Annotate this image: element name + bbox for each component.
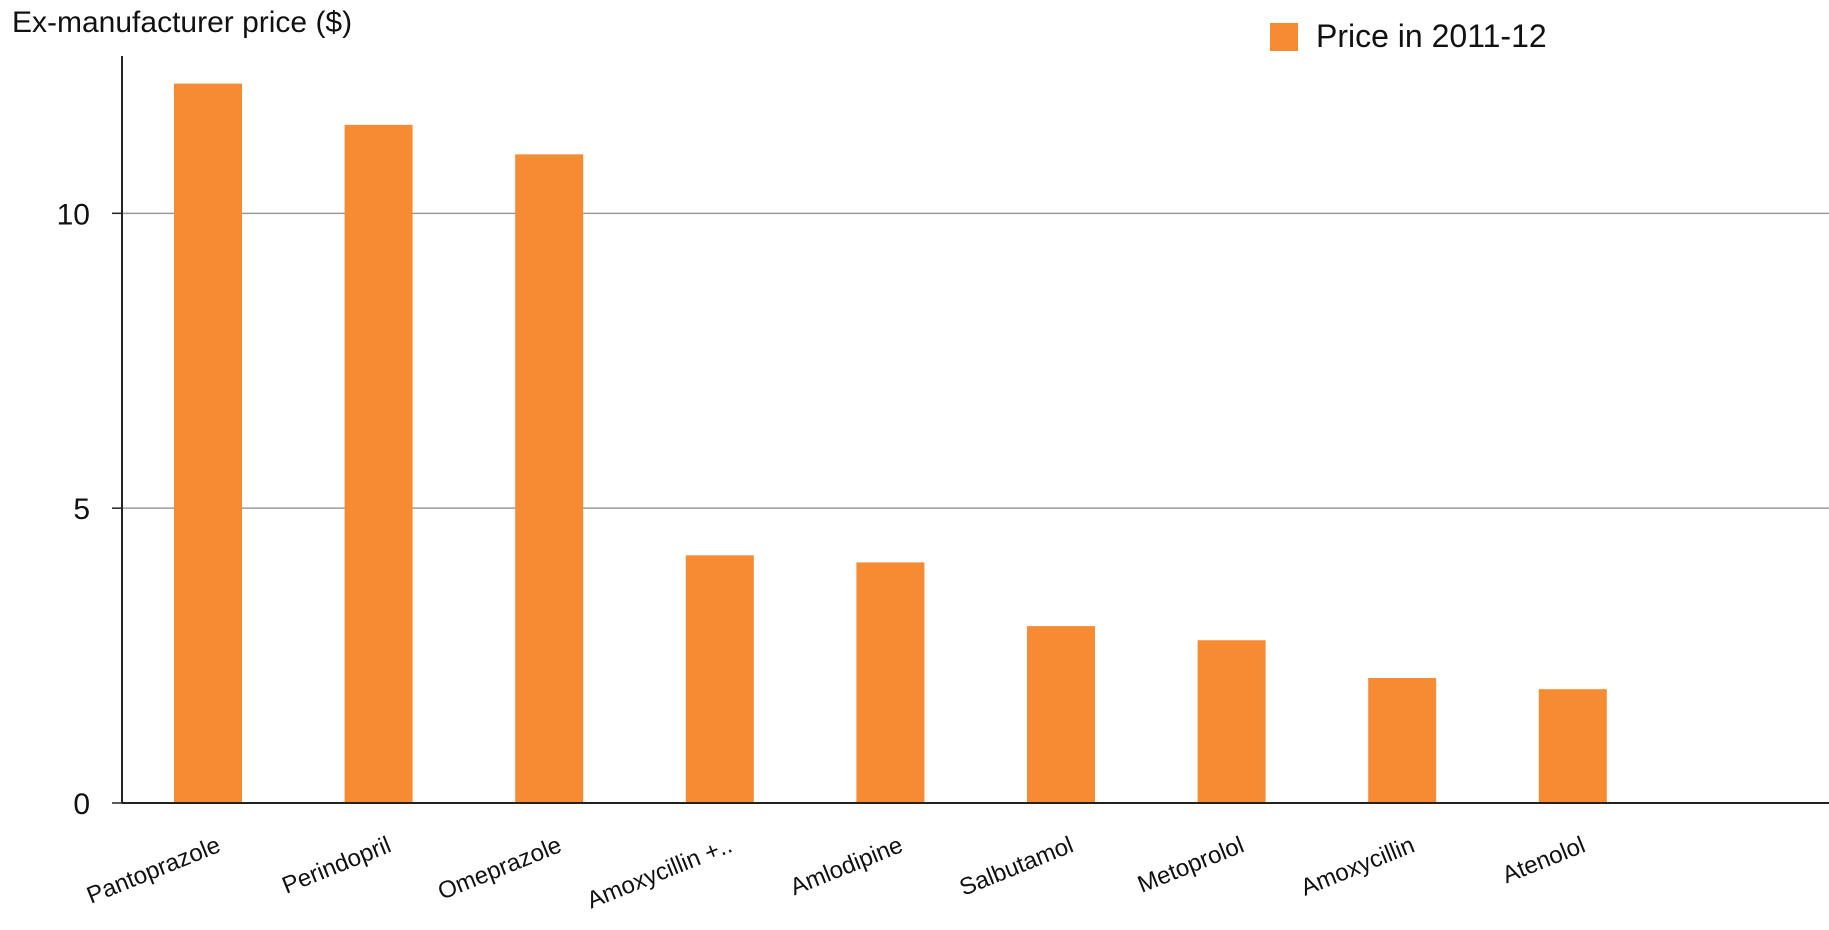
x-tick-label: Omeprazole [434, 832, 565, 906]
x-tick-label: Salbutamol [956, 832, 1077, 902]
legend-swatch [1270, 22, 1298, 51]
x-tick-label: Amoxycillin [1297, 832, 1418, 902]
y-tick-label: 5 [73, 493, 90, 526]
legend-label: Price in 2011-12 [1316, 18, 1547, 54]
bar [174, 83, 242, 804]
bar [1368, 677, 1437, 803]
x-tick-label: Atenolol [1499, 832, 1590, 890]
x-tick-label: Pantoprazole [83, 832, 224, 910]
legend: Price in 2011-12 [1270, 18, 1547, 55]
bar [1538, 689, 1607, 803]
bar [1027, 626, 1095, 803]
x-tick-label: Perindopril [278, 832, 394, 900]
bar [344, 124, 413, 803]
y-tick-label: 10 [57, 198, 90, 231]
bar [1197, 640, 1266, 803]
x-tick-label: Amoxycillin +.. [583, 832, 736, 915]
y-tick-label: 0 [73, 788, 90, 821]
y-axis-title: Ex-manufacturer price ($) [12, 6, 353, 39]
bar [515, 154, 584, 803]
bar [856, 562, 925, 803]
x-tick-label: Metoprolol [1134, 832, 1248, 899]
bar [685, 555, 754, 803]
x-tick-label: Amlodipine [786, 832, 906, 902]
